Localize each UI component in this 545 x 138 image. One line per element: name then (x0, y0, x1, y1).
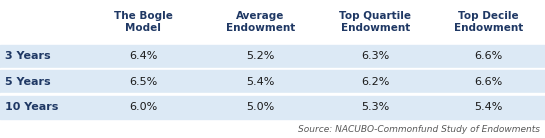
Text: Top Decile
Endowment: Top Decile Endowment (453, 11, 523, 33)
Text: 6.0%: 6.0% (129, 102, 157, 112)
Text: 10 Years: 10 Years (5, 102, 59, 112)
Text: 6.5%: 6.5% (129, 77, 157, 87)
Bar (0, 44, 545, 68)
Text: 6.6%: 6.6% (474, 77, 502, 87)
Bar (0, 68, 545, 70)
Text: The Bogle
Model: The Bogle Model (113, 11, 173, 33)
Text: 5.4%: 5.4% (246, 77, 275, 87)
Bar (0, 0, 545, 44)
Text: 6.6%: 6.6% (474, 51, 502, 61)
Text: 5.4%: 5.4% (474, 102, 502, 112)
Text: 6.3%: 6.3% (361, 51, 389, 61)
Text: 6.4%: 6.4% (129, 51, 158, 61)
Text: 5.0%: 5.0% (246, 102, 274, 112)
Text: Top Quartile
Endowment: Top Quartile Endowment (339, 11, 411, 33)
Text: 5 Years: 5 Years (5, 77, 51, 87)
Text: 5.2%: 5.2% (246, 51, 275, 61)
Text: 5.3%: 5.3% (361, 102, 389, 112)
Text: 6.2%: 6.2% (361, 77, 390, 87)
Bar (0, 70, 545, 93)
Text: Source: NACUBO-Commonfund Study of Endowments: Source: NACUBO-Commonfund Study of Endow… (298, 125, 540, 134)
Text: Average
Endowment: Average Endowment (226, 11, 295, 33)
Text: 3 Years: 3 Years (5, 51, 51, 61)
Bar (0, 96, 545, 119)
Bar (0, 93, 545, 96)
